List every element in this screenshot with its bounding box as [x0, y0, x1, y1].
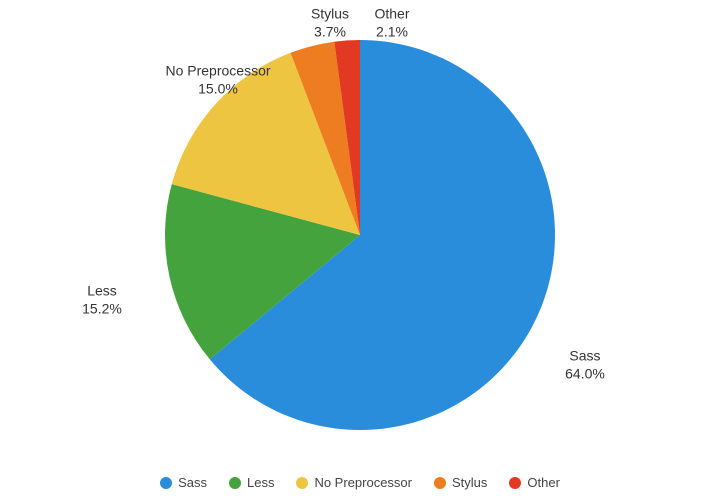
- slice-label: Less15.2%: [82, 283, 122, 318]
- slice-label: Other2.1%: [374, 6, 409, 41]
- legend-item: Stylus: [434, 475, 487, 490]
- slice-label: Sass64.0%: [565, 348, 605, 383]
- slice-label-name: Sass: [565, 348, 605, 366]
- legend-label: Less: [247, 475, 274, 490]
- slice-label: Stylus3.7%: [311, 6, 349, 41]
- legend: Sass Less No Preprocessor Stylus Other: [0, 475, 720, 490]
- legend-item: Sass: [160, 475, 207, 490]
- slice-label-name: Stylus: [311, 6, 349, 24]
- slice-label-pct: 3.7%: [311, 23, 349, 41]
- slice-label-pct: 15.2%: [82, 300, 122, 318]
- slice-label-name: No Preprocessor: [165, 63, 270, 81]
- slice-label: No Preprocessor15.0%: [165, 63, 270, 98]
- slice-label-name: Other: [374, 6, 409, 24]
- legend-dot-icon: [229, 477, 241, 489]
- legend-dot-icon: [509, 477, 521, 489]
- legend-label: Stylus: [452, 475, 487, 490]
- legend-label: No Preprocessor: [314, 475, 412, 490]
- legend-dot-icon: [160, 477, 172, 489]
- legend-label: Other: [527, 475, 560, 490]
- legend-item: Less: [229, 475, 274, 490]
- legend-dot-icon: [296, 477, 308, 489]
- slice-label-pct: 2.1%: [374, 23, 409, 41]
- legend-item: No Preprocessor: [296, 475, 412, 490]
- legend-label: Sass: [178, 475, 207, 490]
- pie-chart: Sass64.0%Less15.2%No Preprocessor15.0%St…: [0, 0, 720, 500]
- legend-dot-icon: [434, 477, 446, 489]
- slice-label-pct: 64.0%: [565, 365, 605, 383]
- legend-item: Other: [509, 475, 560, 490]
- slice-label-pct: 15.0%: [165, 80, 270, 98]
- pie-svg: [0, 0, 720, 500]
- slice-label-name: Less: [82, 283, 122, 301]
